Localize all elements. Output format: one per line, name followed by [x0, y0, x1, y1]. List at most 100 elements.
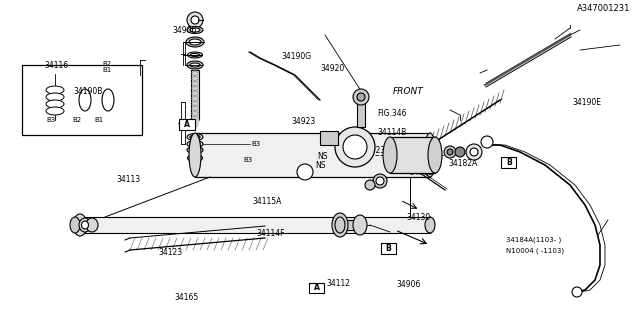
Circle shape	[572, 287, 582, 297]
Ellipse shape	[190, 28, 200, 32]
Text: B1: B1	[102, 68, 111, 73]
Circle shape	[447, 149, 453, 155]
Text: B3: B3	[251, 141, 260, 147]
Bar	[22, 65, 142, 135]
Ellipse shape	[189, 39, 201, 45]
Ellipse shape	[102, 89, 114, 111]
Text: B2: B2	[72, 117, 81, 123]
Ellipse shape	[383, 137, 397, 173]
Ellipse shape	[70, 217, 80, 233]
Text: 34906: 34906	[397, 280, 421, 289]
Text: 34114B: 34114B	[378, 128, 407, 137]
Text: 34906: 34906	[173, 26, 197, 35]
Ellipse shape	[428, 137, 442, 173]
Text: 34190E: 34190E	[573, 98, 602, 107]
Ellipse shape	[73, 214, 87, 236]
Circle shape	[335, 127, 375, 167]
Circle shape	[187, 12, 203, 28]
Circle shape	[466, 144, 482, 160]
Ellipse shape	[188, 155, 202, 162]
Bar	[340, 220, 365, 230]
Ellipse shape	[46, 86, 64, 94]
Text: A: A	[184, 120, 190, 129]
Text: 34165: 34165	[174, 293, 198, 302]
Circle shape	[470, 148, 478, 156]
Circle shape	[444, 146, 456, 158]
Text: N10004 ( -1103): N10004 ( -1103)	[506, 248, 564, 254]
Ellipse shape	[332, 213, 348, 237]
Circle shape	[373, 174, 387, 188]
Ellipse shape	[353, 215, 367, 235]
Text: 34114F: 34114F	[256, 229, 285, 238]
Text: A347001231: A347001231	[577, 4, 630, 12]
Circle shape	[481, 136, 493, 148]
Ellipse shape	[79, 89, 91, 111]
Text: A: A	[314, 284, 320, 292]
Ellipse shape	[187, 133, 203, 140]
Ellipse shape	[187, 27, 203, 34]
Ellipse shape	[190, 142, 200, 146]
Text: 34123: 34123	[158, 248, 182, 257]
Text: 34923A: 34923A	[362, 146, 391, 155]
Text: B2: B2	[102, 61, 111, 67]
Circle shape	[297, 164, 313, 180]
Circle shape	[357, 93, 365, 101]
Ellipse shape	[190, 135, 200, 139]
Bar	[195, 133, 430, 177]
Bar	[320, 131, 338, 145]
Ellipse shape	[187, 147, 203, 154]
Circle shape	[353, 89, 369, 105]
Circle shape	[376, 177, 384, 185]
Bar	[309, 283, 324, 293]
Bar	[381, 243, 396, 254]
Ellipse shape	[188, 52, 202, 58]
Text: 34115A: 34115A	[253, 197, 282, 206]
Circle shape	[343, 135, 367, 159]
Ellipse shape	[75, 217, 85, 233]
Text: NS: NS	[315, 161, 326, 170]
Text: B3: B3	[243, 157, 252, 163]
Ellipse shape	[190, 148, 200, 152]
Text: 34902: 34902	[410, 168, 434, 177]
Polygon shape	[191, 120, 199, 127]
Text: B1: B1	[95, 117, 104, 123]
Text: FRONT: FRONT	[392, 87, 423, 96]
Ellipse shape	[79, 218, 91, 232]
Text: 34184A(1103- ): 34184A(1103- )	[506, 237, 561, 243]
Text: 34113: 34113	[116, 175, 141, 184]
Text: 34130: 34130	[406, 213, 431, 222]
Circle shape	[191, 16, 199, 24]
Text: 34923: 34923	[291, 117, 316, 126]
Ellipse shape	[46, 100, 64, 108]
Ellipse shape	[190, 63, 200, 67]
Ellipse shape	[191, 156, 200, 160]
Bar	[501, 157, 516, 168]
Text: B: B	[506, 158, 511, 167]
Ellipse shape	[424, 133, 436, 177]
Ellipse shape	[191, 53, 200, 57]
Bar	[390, 137, 435, 173]
Ellipse shape	[86, 218, 98, 232]
Text: NS: NS	[317, 152, 327, 161]
Text: FIG.346: FIG.346	[378, 109, 407, 118]
Ellipse shape	[81, 221, 88, 229]
Text: 34116: 34116	[45, 61, 69, 70]
Bar	[357, 102, 365, 127]
Ellipse shape	[335, 217, 345, 233]
Text: 34190B: 34190B	[74, 87, 103, 96]
Text: 34112: 34112	[326, 279, 351, 288]
Ellipse shape	[425, 217, 435, 233]
Bar	[191, 70, 199, 120]
Ellipse shape	[187, 61, 203, 69]
Ellipse shape	[187, 140, 203, 148]
Text: 34920: 34920	[320, 64, 344, 73]
Circle shape	[455, 147, 465, 157]
Text: B3: B3	[47, 117, 56, 123]
Bar	[179, 119, 195, 130]
Circle shape	[365, 180, 375, 190]
Text: 34190G: 34190G	[282, 52, 312, 60]
Ellipse shape	[189, 133, 201, 177]
Ellipse shape	[46, 107, 64, 115]
Bar	[80, 217, 430, 233]
Text: 34182A: 34182A	[448, 159, 477, 168]
